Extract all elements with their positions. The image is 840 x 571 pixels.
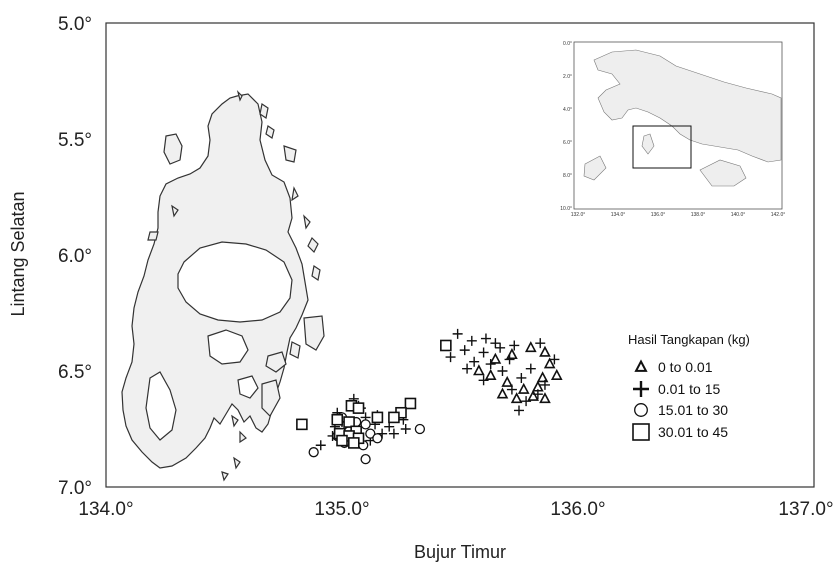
inset-y-tick-label: 0.0°	[563, 41, 572, 47]
data-point-plus	[315, 440, 326, 451]
data-point-plus	[497, 366, 508, 376]
legend-title: Hasil Tangkapan (kg)	[628, 332, 750, 347]
data-point-circle	[360, 419, 371, 430]
data-point-square	[347, 437, 360, 449]
x-tick-label: 135.0°	[314, 499, 369, 520]
data-point-triangle	[501, 375, 514, 387]
data-point-plus	[495, 342, 506, 353]
data-point-triangle	[496, 387, 509, 399]
legend-label-0: 0 to 0.01	[658, 359, 713, 375]
inset-x-tick-label: 132.0°	[571, 212, 586, 218]
data-point-triangle	[550, 368, 563, 380]
legend-label-2: 15.01 to 30	[658, 402, 728, 418]
data-point-square	[336, 434, 348, 447]
data-point-square	[352, 402, 365, 414]
inset-x-tick-label: 140.0°	[731, 212, 746, 218]
data-point-square	[404, 397, 417, 410]
legend-symbol-square	[632, 423, 650, 441]
data-point-plus	[478, 375, 489, 386]
inset-x-tick-label: 134.0°	[611, 212, 626, 218]
data-point-plus	[462, 363, 473, 374]
data-point-plus	[532, 389, 543, 400]
data-point-plus	[521, 396, 532, 407]
legend-label-3: 30.01 to 45	[658, 424, 728, 440]
data-point-plus	[480, 333, 491, 344]
data-point-circle	[308, 447, 319, 458]
y-tick-label: 5.5°	[58, 130, 92, 151]
data-points	[296, 328, 563, 465]
data-point-triangle	[489, 352, 502, 364]
x-axis: 134.0° 135.0° 136.0° 137.0°	[78, 499, 833, 520]
data-point-plus	[452, 328, 463, 339]
data-point-plus	[549, 354, 560, 365]
data-point-square	[440, 339, 452, 352]
inset-y-tick-label: 2.0°	[563, 74, 572, 80]
inset-y-tick-label: 6.0°	[563, 140, 572, 146]
island-landmass	[121, 90, 325, 482]
data-point-triangle	[510, 392, 523, 404]
data-point-plus	[388, 428, 399, 439]
data-point-triangle	[539, 345, 551, 357]
data-point-triangle	[543, 357, 556, 369]
data-point-plus	[478, 347, 489, 358]
data-point-plus	[506, 384, 517, 395]
y-tick-label: 7.0°	[58, 478, 92, 499]
y-tick-label: 6.0°	[58, 246, 92, 267]
legend: Hasil Tangkapan (kg) 0 to 0.01 0.01 to 1…	[628, 332, 750, 441]
x-axis-title: Bujur Timur	[414, 542, 506, 562]
data-point-triangle	[484, 368, 497, 380]
data-point-triangle	[539, 392, 551, 404]
legend-symbol-circle	[634, 403, 648, 417]
y-axis-title: Lintang Selatan	[8, 191, 28, 316]
x-tick-label: 137.0°	[778, 499, 833, 520]
data-point-plus	[509, 340, 520, 351]
data-point-plus	[490, 338, 501, 349]
data-point-plus	[514, 405, 524, 416]
data-point-triangle	[506, 348, 518, 360]
data-point-circle	[365, 428, 376, 439]
inset-x-tick-label: 136.0°	[651, 212, 666, 218]
data-point-plus	[384, 421, 395, 432]
data-point-plus	[504, 354, 515, 365]
y-axis: 5.0° 5.5° 6.0° 6.5° 7.0°	[58, 14, 92, 499]
data-point-triangle	[524, 341, 537, 353]
data-point-square	[331, 413, 344, 426]
inset-y-tick-label: 8.0°	[563, 173, 572, 179]
data-point-plus	[539, 379, 550, 390]
data-point-plus	[445, 352, 456, 363]
data-point-plus	[459, 345, 470, 356]
data-point-plus	[516, 372, 527, 383]
data-point-plus	[469, 356, 480, 367]
data-point-triangle	[536, 371, 549, 383]
x-tick-label: 134.0°	[78, 499, 133, 520]
y-tick-label: 6.5°	[58, 362, 92, 383]
data-point-square	[371, 411, 384, 424]
inset-map: 132.0° 134.0° 136.0° 138.0° 140.0° 142.0° 0.0…	[560, 41, 785, 218]
inset-x-tick-label: 138.0°	[691, 212, 706, 218]
data-point-square	[296, 418, 308, 431]
data-point-circle	[372, 433, 383, 444]
data-point-plus	[525, 363, 536, 374]
data-point-circle	[414, 423, 426, 435]
data-point-circle	[360, 454, 371, 465]
inset-y-tick-label: 4.0°	[563, 107, 572, 113]
data-point-triangle	[517, 382, 530, 394]
data-point-plus	[400, 424, 411, 434]
legend-label-1: 0.01 to 15	[658, 381, 720, 397]
x-tick-label: 136.0°	[550, 499, 605, 520]
data-point-triangle	[473, 364, 485, 376]
data-point-triangle	[527, 389, 539, 401]
inset-x-tick-label: 142.0°	[771, 212, 786, 218]
data-point-plus	[535, 338, 546, 349]
data-point-plus	[466, 335, 477, 346]
y-tick-label: 5.0°	[58, 14, 92, 35]
legend-symbol-triangle	[634, 359, 648, 372]
data-point-plus	[485, 359, 496, 370]
legend-symbol-plus	[633, 381, 649, 397]
inset-y-tick-label: 10.0°	[560, 206, 572, 212]
data-point-square	[343, 416, 355, 428]
data-point-square	[388, 411, 400, 424]
